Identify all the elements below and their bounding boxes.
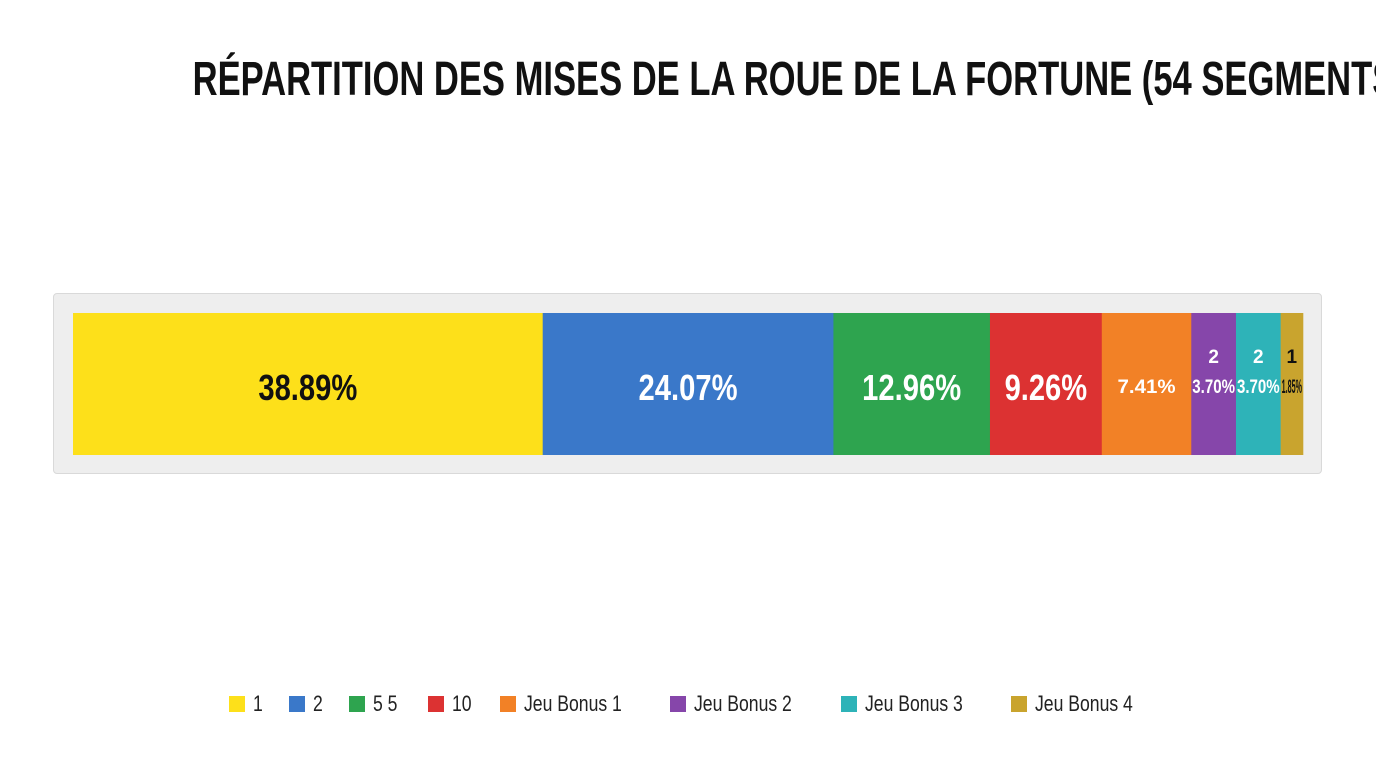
- segment-percent-label: 7.41%: [1118, 377, 1176, 398]
- legend-label: 2: [312, 691, 323, 716]
- legend-item-jeu-bonus-3: Jeu Bonus 3: [840, 691, 977, 717]
- legend-item-5-5: 5 5: [349, 691, 398, 717]
- legend-item-jeu-bonus-2: Jeu Bonus 2: [670, 691, 806, 717]
- legend-swatch: [228, 696, 245, 712]
- bar-segment-1: [73, 313, 543, 455]
- segment-count-label: 1: [1287, 347, 1298, 368]
- legend-label: 5 5: [373, 691, 398, 716]
- legend-item-2: 2: [288, 691, 323, 717]
- segment-percent-label: 24.07%: [639, 367, 738, 408]
- legend-swatch: [840, 696, 857, 712]
- legend-label: Jeu Bonus 4: [1035, 691, 1133, 716]
- legend-swatch: [349, 696, 366, 712]
- legend-label: 1: [252, 691, 263, 716]
- bar-segment-5-5: [833, 313, 991, 455]
- legend-swatch: [288, 696, 305, 712]
- legend-label: 10: [451, 691, 472, 716]
- legend: 1 2 5 5 10 Jeu Bonus 1 Jeu Bonus 2 Jeu Bonus 3…: [0, 690, 1376, 718]
- segment-percent-label: 1.85%: [1282, 377, 1302, 398]
- legend-label: Jeu Bonus 2: [694, 691, 793, 716]
- bar-segment-jeu-bonus-1: [1101, 313, 1192, 455]
- bar-segment-jeu-bonus-4: [1280, 313, 1304, 455]
- legend-item-10: 10: [427, 691, 471, 717]
- legend-swatch: [427, 696, 444, 712]
- legend-item-jeu-bonus-4: Jeu Bonus 4: [1011, 691, 1147, 717]
- legend-item-1: 1: [228, 691, 262, 717]
- bar-segment-jeu-bonus-2: [1191, 313, 1237, 455]
- segment-count-label: 2: [1208, 347, 1219, 368]
- segment-count-label: 2: [1253, 347, 1264, 368]
- bar-segment-10: [989, 313, 1103, 455]
- segment-percent-label: 12.96%: [862, 367, 961, 408]
- legend-swatch: [1011, 696, 1028, 712]
- legend-swatch: [670, 696, 687, 712]
- segment-percent-label: 9.26%: [1005, 367, 1088, 408]
- bar-segment-2: [542, 313, 834, 455]
- legend-label: Jeu Bonus 1: [524, 691, 623, 716]
- legend-item-jeu-bonus-1: Jeu Bonus 1: [500, 691, 636, 717]
- segment-percent-label: 38.89%: [258, 367, 357, 408]
- segment-percent-label: 3.70%: [1237, 377, 1280, 398]
- bar-segment-jeu-bonus-3: [1235, 313, 1281, 455]
- legend-label: Jeu Bonus 3: [864, 691, 963, 716]
- segment-percent-label: 3.70%: [1192, 377, 1235, 398]
- chart-title: RÉPARTITION DES MISES DE LA ROUE DE LA F…: [192, 53, 1376, 106]
- legend-swatch: [500, 696, 517, 712]
